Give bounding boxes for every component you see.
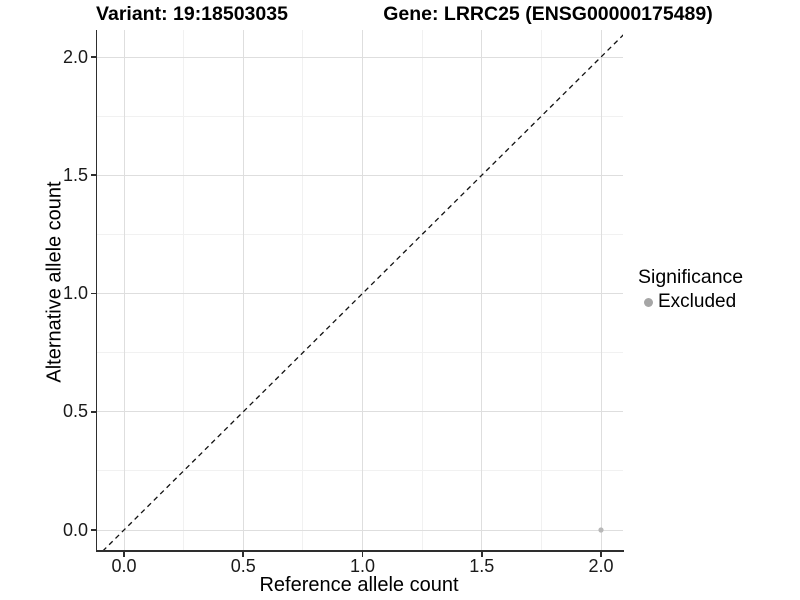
gridline-minor-h [97,233,623,235]
y-tick-label: 0.0 [62,519,88,540]
x-axis-tick [361,551,364,557]
y-axis-title: Alternative allele count [43,181,66,383]
gridline-major-v [123,30,125,551]
x-axis-tick [480,551,483,557]
gridline-minor-v [421,30,423,551]
gridline-major-v [600,30,602,551]
gridline-major-v [362,30,363,551]
plot-title-variant: Variant: 19:18503035 [96,3,288,25]
gridline-major-h [97,411,623,413]
x-tick-label: 2.0 [588,556,614,576]
identity-dashed-line [101,34,623,551]
gridline-minor-v [183,30,185,551]
x-axis-line [95,550,625,552]
y-tick-label: 0.5 [62,401,88,422]
scatter-layer [101,34,623,551]
x-axis-tick [242,551,245,557]
gridline-minor-h [97,115,623,117]
gridline-major-v [481,30,483,551]
gridline-major-h [97,293,623,294]
gridline-major-h [97,529,623,531]
x-tick-label: 1.5 [469,556,495,576]
gridline-major-h [97,174,623,176]
gridline-minor-h [97,352,623,354]
y-tick-label: 1.5 [62,164,88,185]
gridline-major-v [242,30,244,551]
y-tick-label: 1.0 [62,283,88,303]
legend-title: Significance [638,266,744,288]
data-point-excluded [598,527,604,533]
y-axis-tick [90,410,96,413]
gridline-minor-h [97,470,623,472]
gridline-minor-v [302,30,304,551]
plot-title-gene: Gene: LRRC25 (ENSG00000175489) [383,3,713,25]
y-axis-tick [90,292,96,295]
plot-panel [97,30,623,551]
x-tick-label: 0.0 [111,556,137,576]
x-axis-tick [123,551,125,557]
legend: Significance Excluded [638,266,743,313]
legend-item-label: Excluded [658,291,737,312]
gridline-minor-v [540,30,542,551]
gridline-major-h [97,56,623,58]
legend-key-dot-icon [644,297,653,307]
y-axis-tick [90,174,96,177]
y-axis-line [95,30,98,552]
x-tick-label: 0.5 [230,556,256,576]
legend-item-excluded: Excluded [638,291,743,313]
y-axis-tick [90,56,96,58]
y-axis-tick [90,529,96,531]
x-tick-label: 1.0 [349,556,376,576]
x-axis-tick [600,551,602,557]
y-tick-label: 2.0 [62,46,88,67]
x-axis-title: Reference allele count [259,574,459,596]
